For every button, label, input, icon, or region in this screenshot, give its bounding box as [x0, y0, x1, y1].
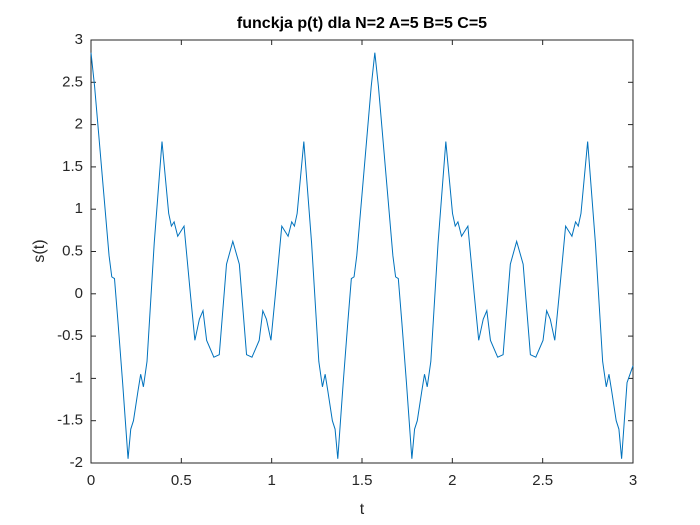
plot-box [90, 39, 634, 464]
y-tick-label: -2 [70, 454, 83, 471]
y-tick-label: 3 [75, 31, 83, 48]
x-tick-label: 3 [629, 472, 637, 489]
x-axis-label: t [360, 501, 365, 518]
y-tick-label: 1.5 [62, 158, 83, 175]
x-tick-label: 2.5 [532, 472, 553, 489]
y-tick-label: 1 [75, 200, 83, 217]
y-tick-label: -1.5 [57, 412, 83, 429]
x-tick-label: 0 [87, 472, 95, 489]
x-tick-label: 0.5 [171, 472, 192, 489]
data-line [90, 52, 634, 459]
y-tick-label: -1 [70, 369, 83, 386]
x-tick-label: 1.5 [352, 472, 373, 489]
y-tick-label: 0 [75, 285, 83, 302]
x-tick-label: 1 [267, 472, 275, 489]
chart-title: funckja p(t) dla N=2 A=5 B=5 C=5 [237, 15, 487, 32]
y-tick-label: -0.5 [57, 327, 83, 344]
y-tick-label: 2 [75, 116, 83, 133]
y-tick-label: 2.5 [62, 73, 83, 90]
y-axis-label: s(t) [31, 239, 48, 262]
y-tick-label: 0.5 [62, 242, 83, 259]
x-tick-label: 2 [448, 472, 456, 489]
